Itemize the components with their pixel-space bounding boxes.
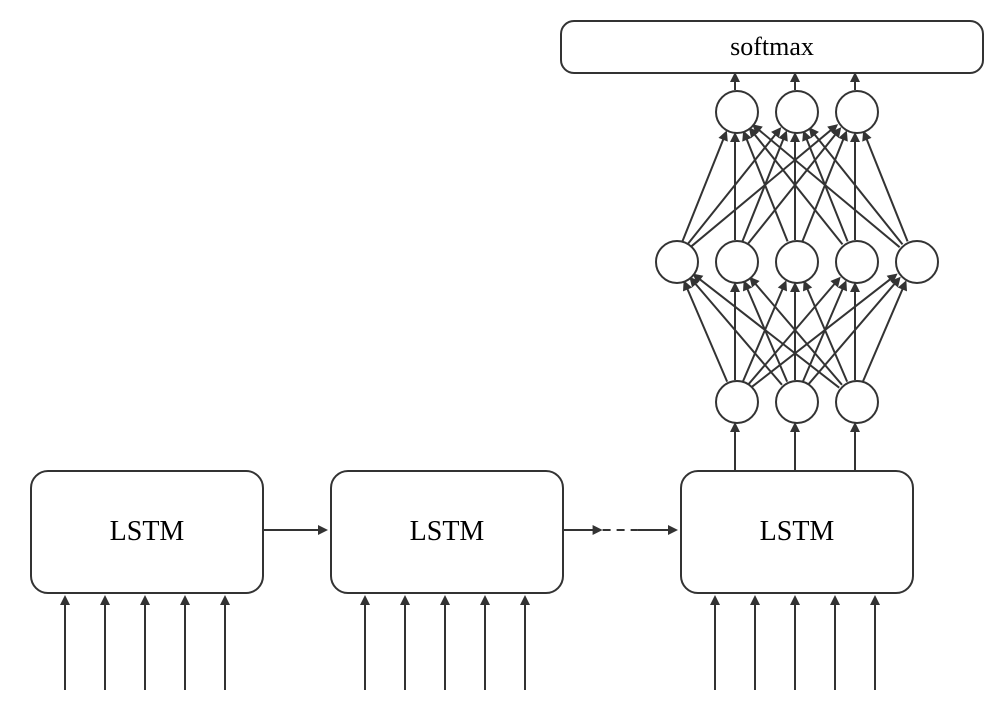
node-out-2 xyxy=(835,90,879,134)
lstm-cell-3: LSTM xyxy=(680,470,914,594)
node-out-0 xyxy=(715,90,759,134)
node-in-1 xyxy=(775,380,819,424)
node-hidden-0 xyxy=(655,240,699,284)
lstm-label: LSTM xyxy=(410,516,485,548)
softmax-label: softmax xyxy=(730,32,814,62)
lstm-cell-1: LSTM xyxy=(30,470,264,594)
diagram-canvas: LSTM LSTM LSTM softmax xyxy=(0,0,1000,702)
lstm-label: LSTM xyxy=(760,516,835,548)
softmax-box: softmax xyxy=(560,20,984,74)
node-hidden-1 xyxy=(715,240,759,284)
node-hidden-3 xyxy=(835,240,879,284)
node-in-2 xyxy=(835,380,879,424)
node-in-0 xyxy=(715,380,759,424)
node-hidden-2 xyxy=(775,240,819,284)
lstm-cell-2: LSTM xyxy=(330,470,564,594)
node-hidden-4 xyxy=(895,240,939,284)
node-out-1 xyxy=(775,90,819,134)
lstm-label: LSTM xyxy=(110,516,185,548)
